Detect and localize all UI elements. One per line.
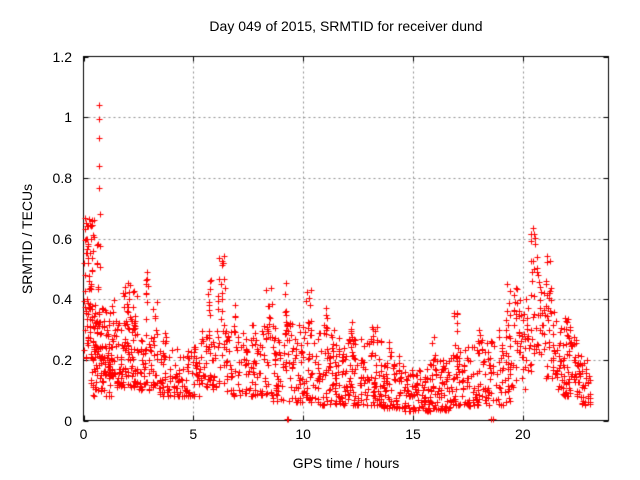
x-tick-label: 10 [295, 426, 311, 442]
y-tick-label: 0.2 [52, 351, 72, 368]
chart-title: Day 049 of 2015, SRMTID for receiver dun… [209, 18, 483, 34]
x-axis-label: GPS time / hours [292, 455, 400, 471]
x-tick-label: 15 [405, 426, 421, 442]
x-tick-label: 0 [79, 426, 88, 442]
y-tick-label: 0.4 [52, 291, 72, 308]
y-tick-label: 0.8 [52, 169, 72, 186]
x-tick-label: 5 [189, 426, 198, 442]
x-tick-label: 20 [515, 426, 531, 442]
y-tick-label: 0 [64, 412, 72, 429]
y-tick-label: 0.6 [52, 230, 72, 247]
y-tick-label: 1.2 [52, 48, 72, 65]
y-tick-label: 1 [64, 109, 72, 126]
